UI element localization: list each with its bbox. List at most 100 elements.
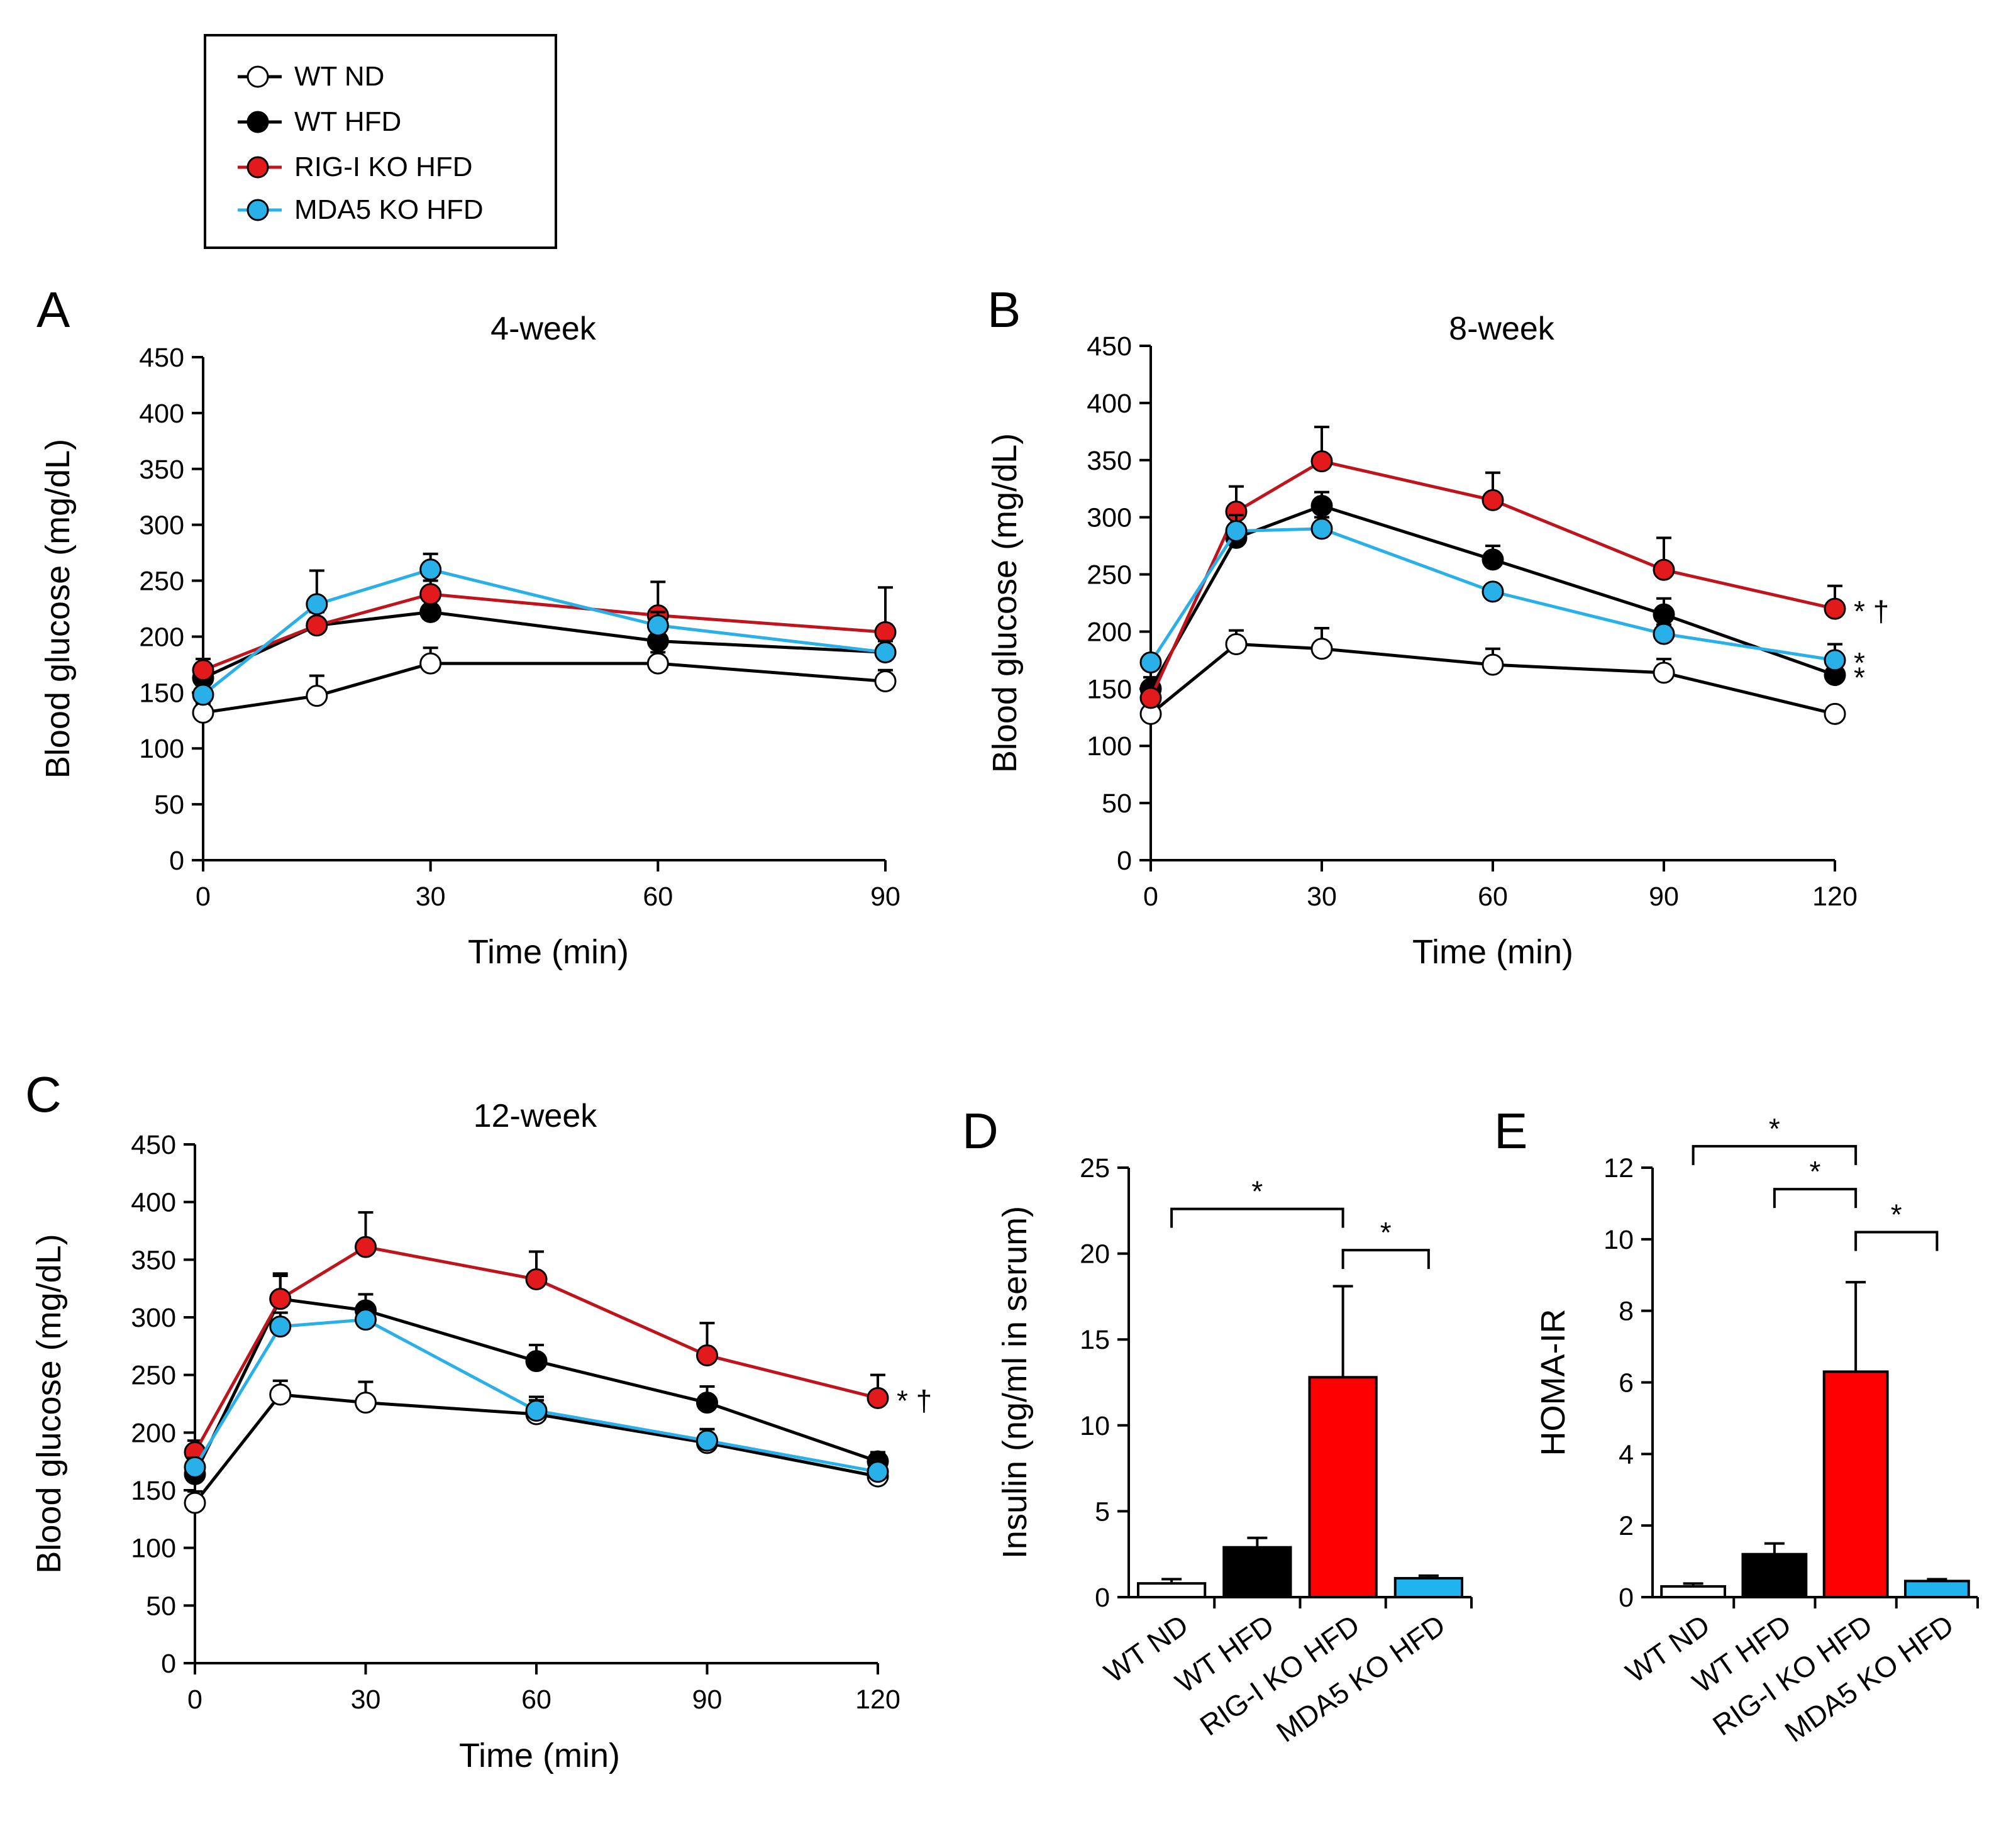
significance-star: * xyxy=(1769,1112,1780,1145)
series-mda5-ko-hfd xyxy=(1139,514,1846,674)
data-point-mda5-ko-hfd xyxy=(646,614,669,637)
series-line-wt-hfd xyxy=(1149,504,1836,690)
significance-bracket xyxy=(1773,1188,1858,1209)
panel-letter-e: E xyxy=(1494,1103,1527,1159)
y-axis-label: Blood glucose (mg/dL) xyxy=(986,433,1024,773)
series-line-wt-hfd xyxy=(202,610,886,680)
significance-star: * xyxy=(1251,1175,1263,1208)
y-tick-label: 250 xyxy=(131,1361,176,1391)
y-tick-label: 450 xyxy=(139,343,184,373)
legend-marker-wt-nd xyxy=(246,65,269,88)
y-axis-label: HOMA-IR xyxy=(1534,1309,1572,1456)
y-tick-label: 100 xyxy=(131,1534,176,1564)
y-tick-label: 450 xyxy=(1087,331,1132,362)
data-point-wt-nd xyxy=(1482,653,1504,676)
data-point-mda5-ko-hfd xyxy=(1482,580,1504,603)
data-point-wt-hfd xyxy=(1653,603,1675,626)
data-point-mda5-ko-hfd xyxy=(867,1461,889,1483)
y-tick-label: 400 xyxy=(139,399,184,429)
y-tick-label: 50 xyxy=(154,790,184,820)
data-point-rig-i-ko-hfd xyxy=(306,614,328,637)
data-point-wt-hfd xyxy=(525,1350,548,1373)
y-tick-label: 0 xyxy=(169,846,184,876)
y-tick-label: 250 xyxy=(1087,560,1132,590)
data-point-wt-nd xyxy=(306,685,328,707)
legend-marker-rig-i-ko-hfd xyxy=(246,156,269,179)
y-tick-label: 300 xyxy=(131,1303,176,1333)
data-point-rig-i-ko-hfd xyxy=(1482,489,1504,511)
x-tick-label: 120 xyxy=(1812,882,1858,912)
data-point-mda5-ko-hfd xyxy=(1225,519,1248,542)
y-tick-label: 10 xyxy=(1603,1225,1634,1255)
y-tick-label: 150 xyxy=(1087,674,1132,704)
y-tick-label: 350 xyxy=(131,1245,176,1275)
y-tick-label: 8 xyxy=(1619,1297,1634,1327)
y-tick-label: 0 xyxy=(1095,1583,1110,1613)
significance-annotation: * xyxy=(1854,661,1865,694)
significance-star: * xyxy=(1810,1155,1821,1188)
data-point-rig-i-ko-hfd xyxy=(874,621,897,643)
chart-title: 12-week xyxy=(474,1098,598,1134)
y-tick-label: 10 xyxy=(1080,1411,1110,1441)
series-line-wt-nd xyxy=(194,1393,878,1504)
y-tick-label: 100 xyxy=(139,734,184,764)
data-point-wt-nd xyxy=(1653,661,1675,684)
data-point-mda5-ko-hfd xyxy=(874,641,897,663)
data-point-mda5-ko-hfd xyxy=(306,593,328,616)
significance-annotation: * † xyxy=(897,1384,932,1417)
y-axis-label: Blood glucose (mg/dL) xyxy=(39,439,77,778)
y-tick-label: 0 xyxy=(1117,846,1132,876)
data-point-wt-nd xyxy=(419,652,442,675)
data-point-rig-i-ko-hfd xyxy=(419,583,442,606)
significance-annotation: * xyxy=(1854,646,1865,679)
significance-bracket xyxy=(1341,1249,1430,1270)
series-line-rig-i-ko-hfd xyxy=(1149,459,1836,699)
x-tick-label: 90 xyxy=(1649,882,1679,912)
data-point-wt-nd xyxy=(1225,633,1248,655)
y-tick-label: 200 xyxy=(1087,617,1132,647)
y-tick-label: 200 xyxy=(139,622,184,652)
significance-bracket xyxy=(1692,1144,1858,1165)
y-tick-label: 250 xyxy=(139,567,184,597)
series-mda5-ko-hfd xyxy=(192,552,897,706)
data-point-mda5-ko-hfd xyxy=(1653,623,1675,645)
y-tick-label: 300 xyxy=(139,511,184,541)
data-point-rig-i-ko-hfd xyxy=(525,1268,548,1290)
data-point-wt-nd xyxy=(1310,638,1333,660)
y-tick-label: 300 xyxy=(1087,503,1132,533)
x-tick-label: 0 xyxy=(187,1685,202,1715)
series-rig-i-ko-hfd xyxy=(192,579,897,682)
data-point-rig-i-ko-hfd xyxy=(1824,597,1846,620)
data-point-mda5-ko-hfd xyxy=(1824,649,1846,672)
data-point-wt-nd xyxy=(184,1492,206,1514)
legend-entry-mda5-ko-hfd: MDA5 KO HFD xyxy=(238,194,484,225)
x-tick-label: 60 xyxy=(1478,882,1508,912)
significance-star: * xyxy=(1891,1198,1902,1231)
series-rig-i-ko-hfd xyxy=(1139,426,1846,709)
y-tick-label: 4 xyxy=(1619,1439,1634,1469)
data-point-rig-i-ko-hfd xyxy=(269,1288,292,1310)
legend-marker-mda5-ko-hfd xyxy=(246,199,269,221)
data-point-rig-i-ko-hfd xyxy=(1310,450,1333,473)
x-tick-label: 90 xyxy=(870,882,900,912)
data-point-rig-i-ko-hfd xyxy=(192,659,214,682)
y-tick-label: 20 xyxy=(1080,1239,1110,1270)
x-tick-label: 120 xyxy=(855,1685,900,1715)
data-point-mda5-ko-hfd xyxy=(1310,517,1333,540)
chart-panel-b: 8-week 0 50 100 150 200 250 300 350 400 450 0 30 60 90… xyxy=(986,311,1889,971)
y-tick-label: 200 xyxy=(131,1418,176,1448)
significance-bracket xyxy=(1170,1207,1344,1228)
chart-title: 4-week xyxy=(490,311,597,347)
series-line-wt-nd xyxy=(202,661,886,714)
bar-rig-i-ko-hfd xyxy=(1308,1376,1378,1598)
x-tick-label: 30 xyxy=(351,1685,381,1715)
legend-marker-wt-hfd xyxy=(246,111,269,133)
y-tick-label: 150 xyxy=(131,1476,176,1506)
data-point-wt-nd xyxy=(355,1392,377,1414)
panel-letter-d: D xyxy=(962,1103,999,1159)
chart-panel-c: 12-week 0 50 100 150 200 250 300 350 400 450 0 30 60 9… xyxy=(30,1098,932,1774)
series-mda5-ko-hfd xyxy=(184,1307,889,1483)
legend-label-rig-i-ko-hfd: RIG-I KO HFD xyxy=(294,152,473,182)
y-tick-label: 0 xyxy=(161,1649,176,1679)
series-wt-nd xyxy=(192,646,897,724)
